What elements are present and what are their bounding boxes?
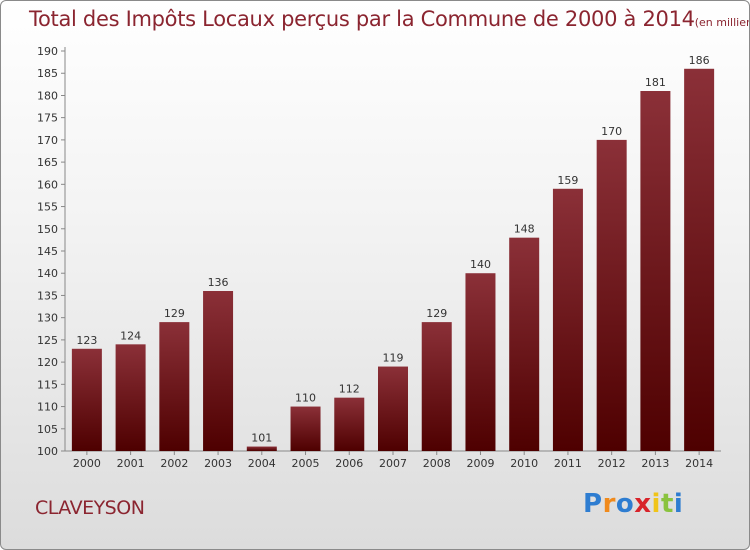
bar-2008 [421, 322, 452, 451]
x-tick-label: 2005 [292, 457, 320, 470]
logo-letter: t [660, 489, 674, 519]
bar-value-label: 124 [120, 329, 141, 342]
chart-title: Total des Impôts Locaux perçus par la Co… [29, 7, 749, 31]
bar-value-label: 186 [689, 54, 710, 67]
y-tick-label: 125 [37, 334, 58, 347]
logo-letter: i [651, 489, 661, 519]
bar-2001 [115, 344, 146, 451]
y-tick-label: 175 [37, 112, 58, 125]
x-tick-label: 2000 [73, 457, 101, 470]
x-tick-label: 2007 [379, 457, 407, 470]
bar-2003 [203, 291, 234, 451]
logo-letter: P [583, 489, 603, 519]
y-tick-label: 130 [37, 312, 58, 325]
x-tick-label: 2011 [554, 457, 582, 470]
x-tick-label: 2004 [248, 457, 276, 470]
chart-unit-label: (en milliers d'€) [694, 16, 749, 29]
bar-value-label: 140 [470, 258, 491, 271]
x-tick-label: 2010 [510, 457, 538, 470]
x-tick-label: 2003 [204, 457, 232, 470]
bar-2000 [71, 348, 102, 451]
bar-2006 [334, 397, 365, 451]
bar-value-label: 148 [514, 223, 535, 236]
bar-value-label: 129 [164, 307, 185, 320]
bar-value-label: 112 [339, 383, 360, 396]
y-tick-label: 170 [37, 134, 58, 147]
bar-2010 [509, 237, 540, 451]
y-tick-label: 160 [37, 178, 58, 191]
x-tick-label: 2006 [335, 457, 363, 470]
bar-2013 [640, 91, 671, 451]
bar-value-label: 170 [601, 125, 622, 138]
x-tick-label: 2001 [117, 457, 145, 470]
bar-2005 [290, 406, 321, 451]
logo-letter: o [615, 489, 635, 519]
x-tick-label: 2002 [160, 457, 188, 470]
x-tick-label: 2012 [598, 457, 626, 470]
y-tick-label: 140 [37, 267, 58, 280]
y-tick-label: 110 [37, 401, 58, 414]
bar-value-label: 119 [383, 352, 404, 365]
logo-letter: r [602, 489, 616, 519]
bar-value-label: 110 [295, 392, 316, 405]
y-tick-label: 135 [37, 289, 58, 302]
x-tick-label: 2013 [641, 457, 669, 470]
y-tick-label: 145 [37, 245, 58, 258]
chart-title-text: Total des Impôts Locaux perçus par la Co… [29, 7, 695, 31]
y-tick-label: 150 [37, 223, 58, 236]
bar-value-label: 159 [557, 174, 578, 187]
y-tick-label: 115 [37, 378, 58, 391]
y-tick-label: 105 [37, 423, 58, 436]
bar-2011 [552, 188, 583, 451]
bar-2009 [465, 273, 496, 451]
x-tick-label: 2008 [423, 457, 451, 470]
bar-value-label: 123 [76, 334, 97, 347]
bar-2002 [159, 322, 190, 451]
y-tick-label: 155 [37, 201, 58, 214]
bar-value-label: 129 [426, 307, 447, 320]
logo-letter: x [634, 489, 652, 519]
proxiti-logo: Proxiti [583, 489, 683, 519]
bar-2012 [596, 139, 627, 451]
bar-value-label: 181 [645, 76, 666, 89]
bar-2014 [684, 68, 715, 452]
x-tick-label: 2009 [466, 457, 494, 470]
x-tick-label: 2014 [685, 457, 713, 470]
y-tick-label: 100 [37, 445, 58, 458]
commune-name: CLAVEYSON [35, 497, 145, 519]
y-tick-label: 185 [37, 67, 58, 80]
bar-2007 [378, 366, 408, 451]
logo-letter: i [673, 489, 684, 519]
y-tick-label: 165 [37, 156, 58, 169]
y-tick-label: 180 [37, 89, 58, 102]
bar-value-label: 101 [251, 432, 272, 445]
bar-2004 [246, 446, 277, 451]
bar-value-label: 136 [208, 276, 229, 289]
y-tick-label: 190 [37, 45, 58, 58]
y-tick-label: 120 [37, 356, 58, 369]
